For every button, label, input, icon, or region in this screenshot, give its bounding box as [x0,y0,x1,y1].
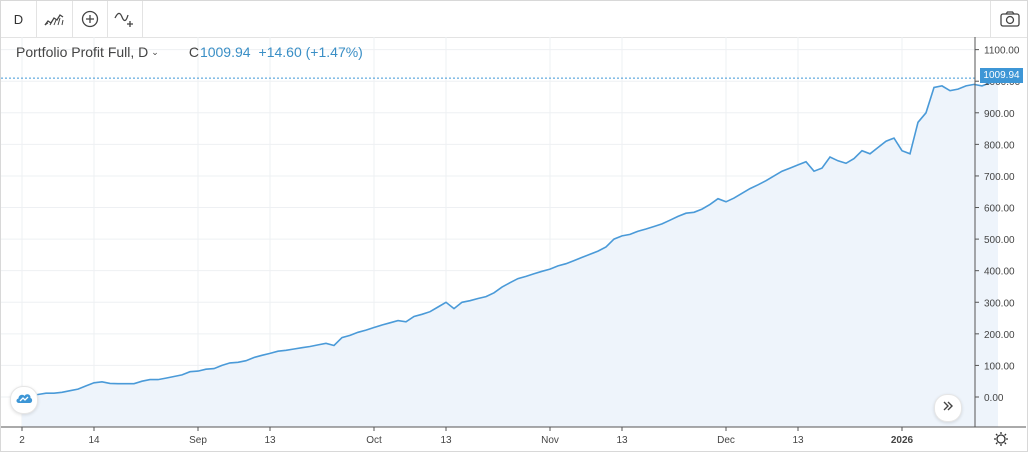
series-title[interactable]: Portfolio Profit Full, D [16,44,149,60]
time-axis-settings-icon [994,432,1008,446]
x-tick-label: 13 [440,435,452,446]
chart-toolbar: D [1,1,1027,38]
bar-style-button[interactable] [36,1,73,37]
y-tick-label: 200.00 [984,330,1015,341]
change-value: +14.60 (+1.47%) [258,44,363,60]
bar-style-icon [44,12,64,26]
x-tick-label: 13 [616,435,628,446]
y-tick-label: 400.00 [984,267,1015,278]
y-tick-label: 0.00 [984,393,1004,404]
compare-add-button[interactable] [72,1,108,37]
interval-label: D [13,11,24,27]
screenshot-button[interactable] [990,1,1028,37]
scroll-to-realtime-button[interactable] [934,394,962,422]
indicators-icon [113,10,136,28]
close-value: 1009.94 [199,44,251,60]
x-tick-label: Nov [541,435,559,446]
x-tick-label: 2026 [891,435,914,446]
indicators-button[interactable] [107,1,143,37]
y-tick-label: 500.00 [984,235,1015,246]
y-tick-label: 800.00 [984,140,1015,151]
last-price-label: 1009.94 [980,68,1023,83]
series-area-fill [22,78,998,427]
y-tick-label: 900.00 [984,109,1015,120]
y-tick-label: 1100.00 [984,46,1020,57]
close-prefix: C [188,44,199,60]
series-line [21,77,999,398]
x-tick-label: Oct [366,435,382,446]
x-tick-label: 2 [19,435,25,446]
x-tick-label: Sep [189,435,207,446]
screenshot-camera-icon [999,11,1020,27]
x-tick-label: 14 [88,435,100,446]
x-tick-label: 13 [792,435,804,446]
y-tick-label: 700.00 [984,172,1015,183]
double-chevron-right-icon [942,399,954,417]
y-tick-label: 300.00 [984,298,1015,309]
y-tick-label: 600.00 [984,204,1015,215]
x-tick-label: Dec [717,435,735,446]
tradingview-logo-button[interactable] [10,386,38,414]
cloud-logo-icon [15,391,33,409]
y-tick-label: 100.00 [984,361,1015,372]
series-legend[interactable]: Portfolio Profit Full, D ⌄ C 1009.94 +14… [16,44,363,60]
time-axis: 2 14 Sep 13 Oct 13 Nov 13 Dec 13 2026 [19,427,914,446]
compare-add-icon [81,10,99,28]
interval-button[interactable]: D [1,1,37,37]
caret-down-icon[interactable]: ⌄ [151,46,159,57]
x-tick-label: 13 [264,435,276,446]
